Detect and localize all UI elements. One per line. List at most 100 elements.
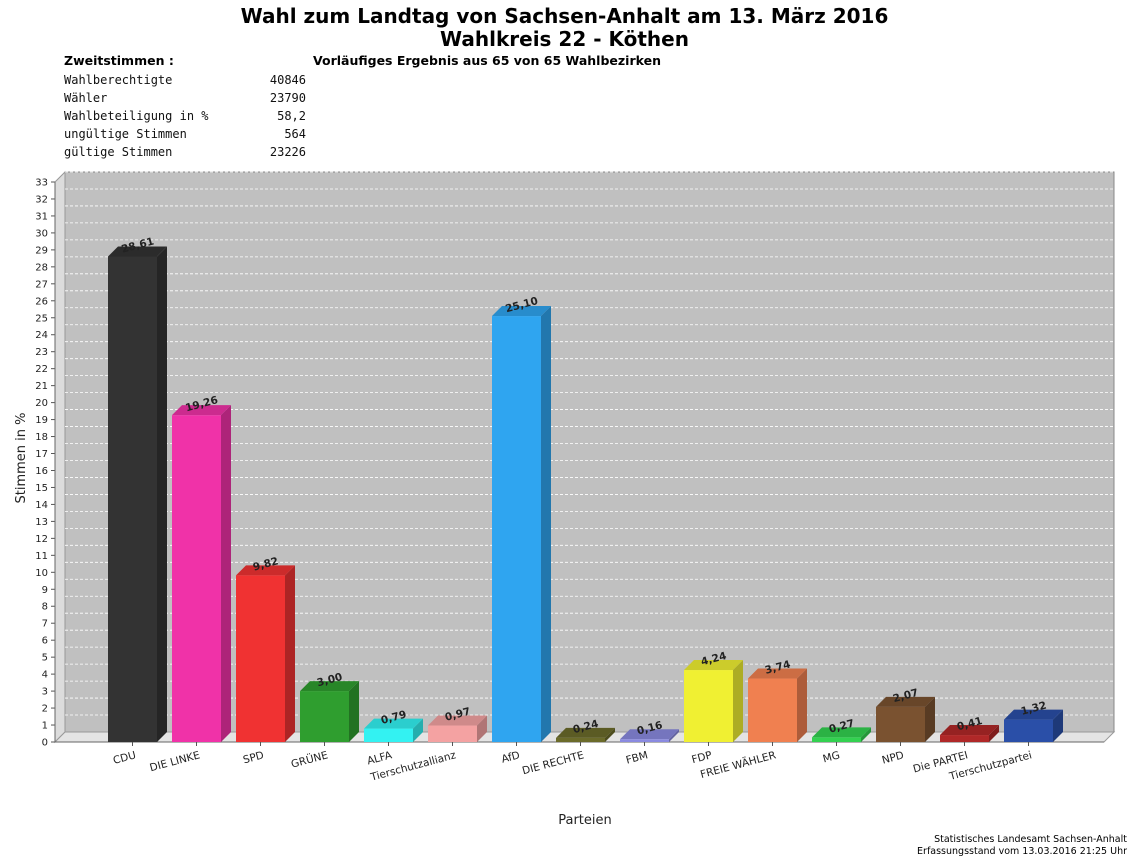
bar-front bbox=[492, 316, 541, 742]
bar-top bbox=[300, 681, 359, 692]
y-tick-label: 30 bbox=[35, 228, 48, 239]
y-tick-label: 9 bbox=[42, 585, 48, 596]
stat-row-voters: Wähler 23790 bbox=[64, 91, 306, 109]
y-tick-label: 28 bbox=[35, 262, 48, 273]
y-tick-label: 17 bbox=[35, 449, 48, 460]
bar-top bbox=[876, 696, 935, 707]
bar-side bbox=[477, 715, 487, 742]
bar bbox=[492, 306, 551, 742]
stat-value: 23226 bbox=[269, 145, 306, 159]
bar-side bbox=[989, 725, 999, 742]
y-tick-label: 11 bbox=[35, 551, 48, 562]
y-axis-label: Stimmen in % bbox=[14, 413, 29, 504]
stat-row-eligible: Wahlberechtigte 40846 bbox=[64, 73, 306, 91]
y-tick-label: 1 bbox=[42, 721, 48, 732]
bar-front bbox=[364, 728, 413, 742]
y-tick-label: 29 bbox=[35, 245, 48, 256]
y-tick-label: 25 bbox=[35, 313, 48, 324]
y-tick-label: 2 bbox=[42, 704, 48, 715]
y-tick-label: 27 bbox=[35, 279, 48, 290]
bar-top bbox=[812, 727, 871, 738]
y-tick-label: 20 bbox=[35, 398, 48, 409]
stat-label: Wahlbeteiligung in % bbox=[64, 109, 209, 123]
bar bbox=[684, 660, 743, 742]
x-axis-label: Parteien bbox=[558, 813, 612, 828]
x-tick-label: FDP bbox=[690, 749, 713, 766]
bar-side bbox=[861, 727, 871, 742]
bar-side bbox=[541, 306, 551, 742]
bar-side bbox=[925, 696, 935, 742]
bar bbox=[364, 718, 423, 742]
y-tick-label: 4 bbox=[42, 670, 48, 681]
stat-value: 23790 bbox=[269, 91, 306, 105]
x-tick-label: CDU bbox=[112, 749, 137, 767]
stat-value: 40846 bbox=[269, 73, 306, 87]
bar bbox=[940, 725, 999, 742]
x-tick-label: ALFA bbox=[366, 749, 394, 767]
y-tick-label: 16 bbox=[35, 466, 48, 477]
y-tick-label: 32 bbox=[35, 194, 48, 205]
bar-side bbox=[349, 681, 359, 742]
bar-front bbox=[108, 256, 157, 742]
bar-top bbox=[940, 725, 999, 736]
bar-side bbox=[797, 668, 807, 742]
timestamp-note: Erfassungsstand vom 13.03.2016 21:25 Uhr bbox=[917, 846, 1127, 857]
bar-front bbox=[684, 670, 733, 742]
y-tick-label: 15 bbox=[35, 483, 48, 494]
x-tick-label: AfD bbox=[500, 749, 521, 765]
x-tick-label: FBM bbox=[625, 749, 650, 766]
x-tick-label: DIE LINKE bbox=[148, 749, 201, 774]
y-tick-label: 0 bbox=[42, 738, 48, 749]
y-tick-label: 14 bbox=[35, 500, 48, 511]
bar-side bbox=[669, 729, 679, 742]
bar-front bbox=[236, 575, 285, 742]
bar-front bbox=[1004, 719, 1053, 742]
x-tick-label: MG bbox=[822, 749, 842, 765]
bars bbox=[108, 246, 1063, 743]
progress-note: Vorläufiges Ergebnis aus 65 von 65 Wahlb… bbox=[313, 53, 661, 68]
bar-side bbox=[221, 405, 231, 742]
bar bbox=[428, 715, 487, 742]
bar bbox=[748, 668, 807, 742]
stat-row-turnout: Wahlbeteiligung in % 58,2 bbox=[64, 109, 306, 127]
stat-value: 564 bbox=[284, 127, 306, 141]
bar-front bbox=[876, 706, 925, 742]
stats-heading: Zweitstimmen : bbox=[64, 53, 174, 68]
y-tick-label: 8 bbox=[42, 602, 48, 613]
bar-side bbox=[1053, 709, 1063, 742]
bar-side bbox=[605, 727, 615, 742]
y-tick-label: 18 bbox=[35, 432, 48, 443]
bar bbox=[620, 729, 679, 742]
chart-subtitle: Wahlkreis 22 - Köthen bbox=[440, 27, 689, 51]
y-tick-label: 23 bbox=[35, 347, 48, 358]
stat-label: ungültige Stimmen bbox=[64, 127, 187, 141]
y-tick-label: 31 bbox=[35, 211, 48, 222]
x-tick-label: NPD bbox=[881, 749, 906, 766]
bar-top bbox=[108, 246, 167, 257]
bar-top bbox=[364, 718, 423, 729]
bar bbox=[1004, 709, 1063, 742]
bar-top bbox=[428, 715, 487, 726]
bar bbox=[812, 727, 871, 742]
bar bbox=[236, 565, 295, 742]
bar-side bbox=[733, 660, 743, 742]
stat-row-invalid: ungültige Stimmen 564 bbox=[64, 127, 306, 145]
y-tick-label: 24 bbox=[35, 330, 48, 341]
bar-top bbox=[684, 660, 743, 671]
y-tick-label: 7 bbox=[42, 619, 48, 630]
bar bbox=[172, 405, 231, 742]
source-note: Statistisches Landesamt Sachsen-Anhalt bbox=[934, 834, 1127, 845]
x-tick-label: DIE RECHTE bbox=[521, 749, 585, 777]
bar bbox=[300, 681, 359, 742]
bar-side bbox=[285, 565, 295, 742]
y-tick-label: 26 bbox=[35, 296, 48, 307]
y-tick-label: 5 bbox=[42, 653, 48, 664]
y-tick-label: 33 bbox=[35, 178, 48, 189]
plot-side-wall bbox=[54, 170, 66, 744]
bar-front bbox=[428, 725, 477, 742]
bar-side bbox=[413, 718, 423, 742]
x-tick-label: GRÜNE bbox=[290, 748, 330, 770]
bar-side bbox=[157, 246, 167, 743]
bar-top bbox=[172, 405, 231, 416]
bar-top bbox=[1004, 709, 1063, 720]
